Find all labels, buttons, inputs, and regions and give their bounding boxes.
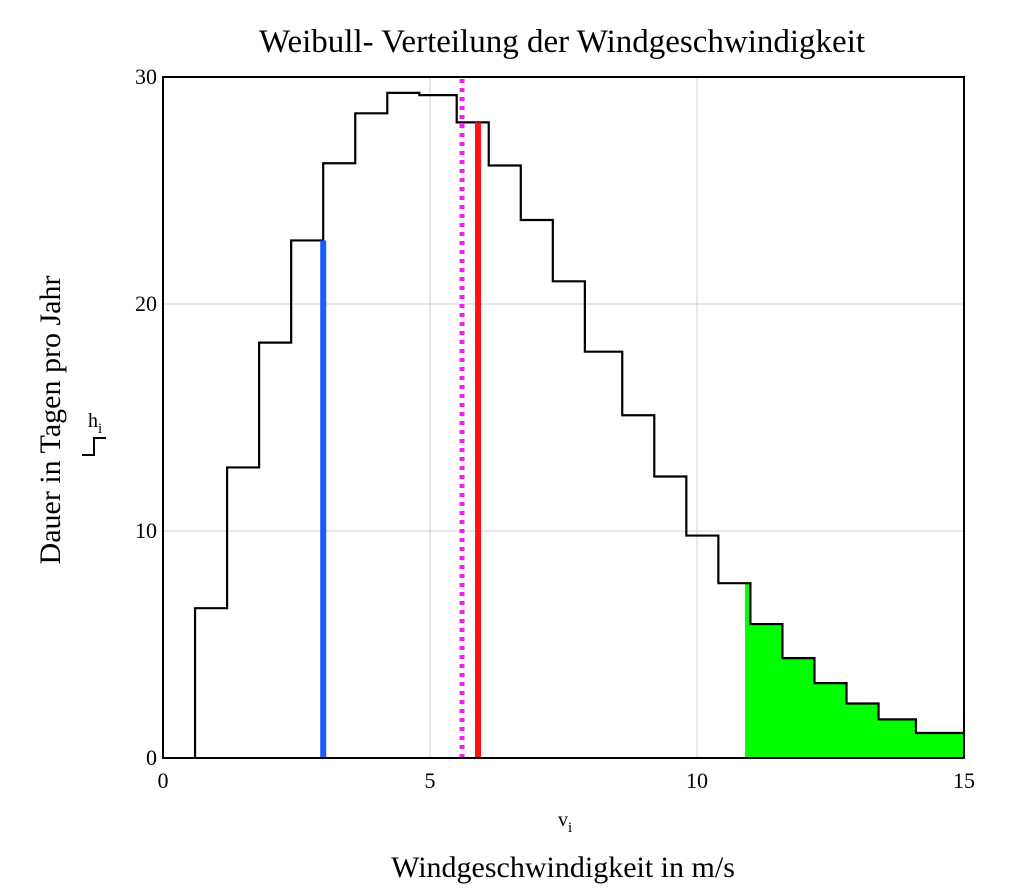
y-tick-label-2: 20 xyxy=(135,291,157,316)
chart-title: Weibull- Verteilung der Windgeschwindigk… xyxy=(259,24,865,60)
x-tick-label-3: 15 xyxy=(953,768,975,793)
highlight-area xyxy=(745,583,964,758)
y-tick-label-0: 0 xyxy=(146,745,157,770)
x-tick-label-0: 0 xyxy=(158,768,169,793)
highlight-region xyxy=(745,583,964,758)
y-variable-sub: i xyxy=(98,421,102,437)
plot-frame xyxy=(162,76,965,759)
x-tick-labels: 0 5 10 15 xyxy=(158,768,976,793)
step-line xyxy=(193,91,964,758)
y-axis-label: Dauer in Tagen pro Jahr xyxy=(34,276,67,565)
y-tick-label-1: 10 xyxy=(135,518,157,543)
y-variable-base: h xyxy=(88,410,98,432)
step-series xyxy=(193,91,964,758)
x-variable-base: v xyxy=(558,809,568,831)
x-tick-label-2: 10 xyxy=(686,768,708,793)
x-variable-sub: i xyxy=(568,820,572,836)
x-tick-label-1: 5 xyxy=(425,768,436,793)
marker-lines xyxy=(320,77,482,758)
y-tick-labels: 0 10 20 30 xyxy=(135,64,157,770)
x-axis-label: Windgeschwindigkeit in m/s xyxy=(391,851,735,884)
x-variable-label: vi xyxy=(558,809,572,836)
grid xyxy=(162,76,965,759)
y-variable-step-glyph xyxy=(82,437,106,456)
y-tick-label-3: 30 xyxy=(135,64,157,89)
y-variable-label: hi xyxy=(88,410,102,437)
